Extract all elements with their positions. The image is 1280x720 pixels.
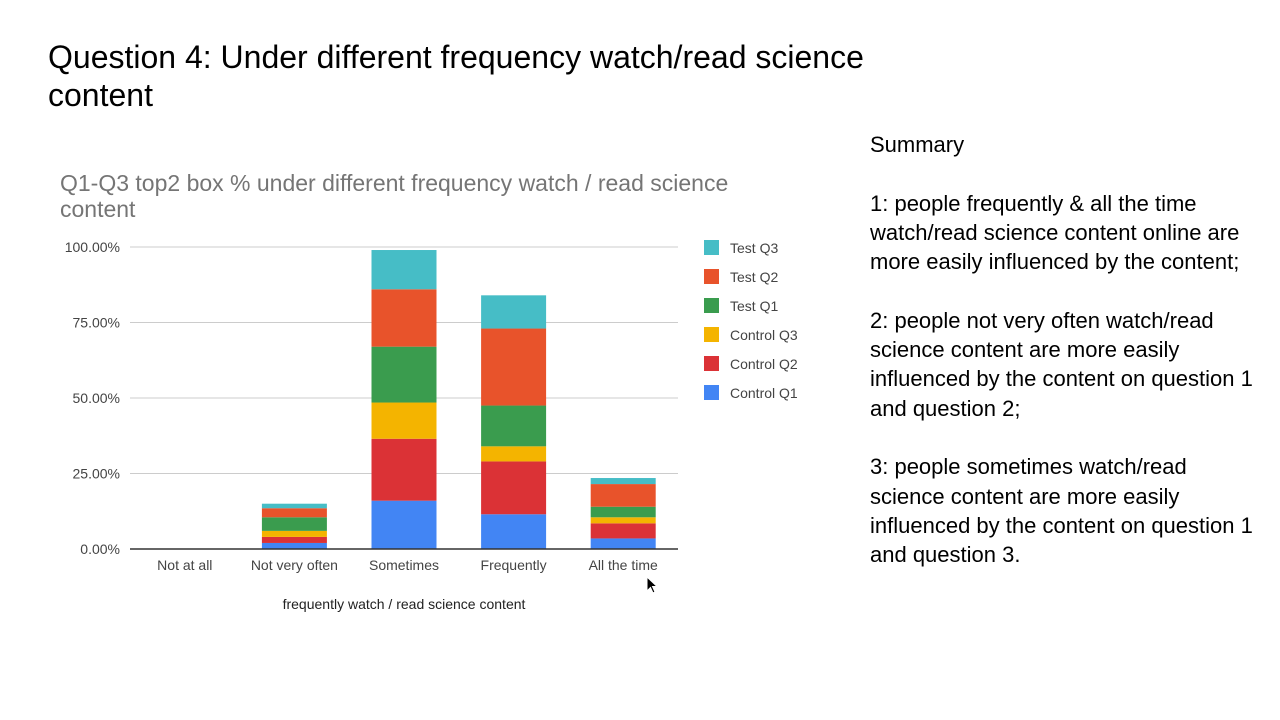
- legend-label: Control Q2: [730, 356, 798, 372]
- bar-segment-control-q2: [371, 438, 437, 501]
- x-tick-label: Not at all: [157, 557, 212, 573]
- summary-heading: Summary: [870, 132, 965, 157]
- mouse-pointer-icon: [646, 576, 659, 594]
- bar-segment-control-q1: [371, 500, 437, 549]
- summary-point: 3: people sometimes watch/read science c…: [870, 454, 1253, 568]
- legend-swatch: [704, 327, 719, 342]
- summary-panel: Summary 1: people frequently & all the t…: [870, 130, 1260, 599]
- bar-segment-test-q3: [261, 503, 327, 509]
- legend-label: Test Q1: [730, 298, 778, 314]
- bar-segment-test-q1: [261, 517, 327, 531]
- x-tick-label: All the time: [589, 557, 658, 573]
- bar-segment-test-q3: [590, 478, 656, 485]
- y-tick-label: 25.00%: [73, 466, 120, 482]
- chart-title: Q1-Q3 top2 box % under different frequen…: [60, 170, 729, 222]
- legend-label: Control Q3: [730, 327, 798, 343]
- bar-segment-control-q3: [481, 446, 547, 462]
- bar-segment-test-q1: [590, 506, 656, 518]
- x-tick-label: Frequently: [481, 557, 547, 573]
- bar-segment-control-q2: [481, 461, 547, 515]
- legend-label: Test Q3: [730, 240, 778, 256]
- x-axis-title: frequently watch / read science content: [283, 596, 526, 612]
- bar-segment-test-q2: [371, 289, 437, 347]
- bar-segment-control-q2: [261, 536, 327, 543]
- bar-segment-test-q2: [481, 328, 547, 406]
- bar-segment-control-q3: [371, 402, 437, 439]
- y-tick-label: 0.00%: [80, 541, 120, 557]
- legend-label: Control Q1: [730, 385, 798, 401]
- bar-segment-control-q3: [261, 530, 327, 537]
- y-tick-label: 50.00%: [73, 390, 120, 406]
- legend-label: Test Q2: [730, 269, 778, 285]
- legend-swatch: [704, 356, 719, 371]
- bar-segment-test-q2: [261, 508, 327, 518]
- bar-segment-control-q1: [261, 542, 327, 549]
- summary-point: 2: people not very often watch/read scie…: [870, 307, 1253, 421]
- bar-segment-control-q1: [481, 514, 547, 549]
- x-tick-label: Not very often: [251, 557, 338, 573]
- legend-swatch: [704, 240, 719, 255]
- legend-swatch: [704, 385, 719, 400]
- bar-segment-test-q3: [481, 295, 547, 329]
- bar-segment-control-q2: [590, 523, 656, 539]
- y-tick-label: 75.00%: [73, 315, 120, 331]
- legend-swatch: [704, 269, 719, 284]
- bar-segment-test-q1: [481, 405, 547, 447]
- slide-title: Question 4: Under different frequency wa…: [48, 39, 864, 113]
- bar-segment-control-q1: [590, 538, 656, 549]
- legend-swatch: [704, 298, 719, 313]
- bar-segment-test-q3: [371, 250, 437, 290]
- bar-segment-test-q1: [371, 346, 437, 403]
- summary-point: 1: people frequently & all the time watc…: [870, 190, 1240, 275]
- bar-segment-test-q2: [590, 484, 656, 507]
- x-tick-label: Sometimes: [369, 557, 439, 573]
- y-tick-label: 100.00%: [65, 239, 120, 255]
- bar-segment-control-q3: [590, 517, 656, 524]
